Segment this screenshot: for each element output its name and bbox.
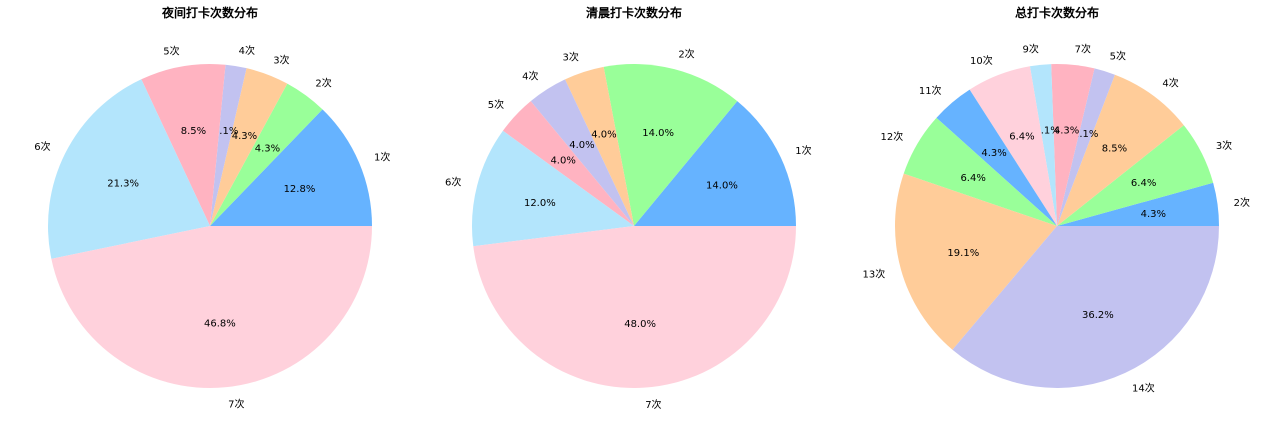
pie-slice	[903, 117, 1057, 226]
pie-chart-2: 清晨打卡次数分布 1次 14.0% 2次 14.0% 3次 4.0% 4次 4.0% 5次 4.0%…	[445, 5, 812, 411]
pie-slice	[472, 130, 634, 247]
slice-percent: 21.3%	[107, 178, 139, 189]
slice-percent: 12.8%	[284, 184, 316, 195]
slice-label: 11次	[919, 84, 942, 97]
slice-label: 1次	[374, 150, 390, 163]
pie-slice	[1057, 68, 1115, 226]
pie-slice	[502, 101, 634, 226]
slice-percent: 4.3%	[255, 144, 280, 155]
slice-percent: 36.2%	[1082, 310, 1114, 321]
slice-percent: 4.3%	[1141, 209, 1166, 220]
pie-slice	[1057, 182, 1219, 226]
slice-percent: 4.0%	[591, 130, 616, 141]
slice-label: 12次	[881, 130, 904, 143]
slice-label: 2次	[678, 47, 694, 60]
slice-percent: 2.1%	[1034, 125, 1059, 136]
slice-percent: 4.3%	[232, 131, 257, 142]
chart-title: 清晨打卡次数分布	[586, 5, 682, 20]
slice-percent: 4.3%	[981, 148, 1006, 159]
slice-label: 5次	[488, 98, 504, 111]
slice-label: 6次	[34, 140, 50, 153]
slice-percent: 19.1%	[947, 248, 979, 259]
slice-label: 4次	[239, 44, 255, 57]
pie-chart-1: 夜间打卡次数分布 1次 12.8% 2次 4.3% 3次 4.3% 4次 2.1% 5次 8.5% 6…	[34, 5, 390, 410]
slice-label: 7次	[645, 398, 661, 411]
slice-label: 10次	[970, 54, 993, 67]
slice-percent: 6.4%	[1131, 178, 1156, 189]
slice-label: 5次	[163, 44, 179, 57]
slice-label: 9次	[1022, 43, 1038, 56]
slice-label: 7次	[228, 397, 244, 410]
pie-slice	[473, 226, 796, 389]
slice-label: 2次	[315, 76, 331, 89]
pie-slice	[1029, 64, 1057, 227]
slice-label: 3次	[1216, 139, 1232, 152]
slice-percent: 14.0%	[706, 181, 738, 192]
pie-slice	[1057, 74, 1184, 226]
slice-percent: 14.0%	[642, 128, 674, 139]
pie-slice	[141, 64, 226, 226]
slice-label: 4次	[522, 70, 538, 83]
slice-label: 3次	[273, 53, 289, 66]
pie-slice	[952, 226, 1219, 388]
slice-label: 3次	[563, 51, 579, 64]
slice-percent: 4.3%	[1054, 125, 1079, 136]
pie-slice	[210, 68, 288, 226]
slice-percent: 12.0%	[524, 198, 556, 209]
pie-chart-3: 总打卡次数分布 2次 4.3% 3次 6.4% 4次 8.5% 5次 2.1% 7次 4.3% 9次 2…	[863, 5, 1250, 395]
pie-slice	[530, 79, 634, 226]
slice-percent: 6.4%	[960, 173, 985, 184]
pie-slice	[210, 83, 323, 226]
pie-slice	[51, 226, 373, 389]
slice-percent: 2.1%	[1073, 129, 1098, 140]
slice-label: 1次	[795, 144, 811, 157]
slice-percent: 4.0%	[569, 140, 594, 151]
pie-slice	[936, 89, 1057, 227]
pie-slice	[603, 64, 738, 226]
slice-label: 13次	[863, 268, 886, 281]
slice-percent: 2.1%	[213, 126, 238, 137]
slice-label: 7次	[1075, 43, 1091, 56]
pie-slice	[969, 66, 1057, 226]
slice-percent: 8.5%	[181, 126, 206, 137]
slice-label: 5次	[1110, 50, 1126, 63]
chart-title: 总打卡次数分布	[1015, 5, 1099, 20]
pie-slice	[210, 109, 372, 226]
chart-title: 夜间打卡次数分布	[161, 5, 258, 20]
slice-label: 14次	[1132, 382, 1155, 395]
pie-slice	[47, 79, 210, 259]
pie-slice	[1057, 125, 1214, 226]
pie-slice	[210, 64, 247, 226]
pie-slice	[634, 101, 796, 226]
slice-percent: 4.0%	[550, 155, 575, 166]
slice-percent: 48.0%	[624, 319, 656, 330]
slice-label: 2次	[1234, 196, 1250, 209]
pie-slice	[894, 173, 1057, 350]
slice-percent: 46.8%	[204, 319, 236, 330]
pie-slice	[1051, 64, 1095, 227]
slice-label: 4次	[1162, 76, 1178, 89]
slice-percent: 6.4%	[1009, 131, 1034, 142]
slice-percent: 8.5%	[1102, 144, 1127, 155]
slice-label: 6次	[445, 176, 461, 189]
pie-slice	[565, 66, 634, 226]
